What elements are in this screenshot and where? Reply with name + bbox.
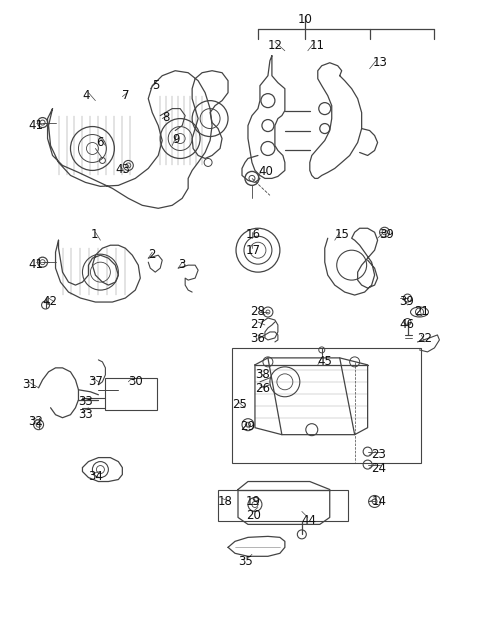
Text: 6: 6 <box>96 135 104 149</box>
Text: 24: 24 <box>372 462 386 474</box>
Text: 26: 26 <box>255 382 270 395</box>
Text: 18: 18 <box>218 495 233 509</box>
Text: 31: 31 <box>23 378 37 391</box>
Text: 45: 45 <box>318 355 333 368</box>
Text: 39: 39 <box>380 228 395 241</box>
Text: 4: 4 <box>83 89 90 102</box>
Text: 1: 1 <box>90 228 98 241</box>
Text: 35: 35 <box>239 556 253 568</box>
Text: 44: 44 <box>302 514 317 528</box>
Text: 33: 33 <box>78 395 93 408</box>
Text: 8: 8 <box>162 110 169 124</box>
Text: 16: 16 <box>246 228 261 241</box>
Text: 5: 5 <box>152 79 160 91</box>
Text: 21: 21 <box>415 305 430 318</box>
Bar <box>232 348 421 462</box>
Text: 17: 17 <box>246 244 261 257</box>
Text: 19: 19 <box>246 495 261 509</box>
Text: 10: 10 <box>298 13 312 26</box>
Text: 9: 9 <box>172 133 180 145</box>
Text: 2: 2 <box>148 248 156 261</box>
Text: 12: 12 <box>268 39 283 52</box>
Text: 3: 3 <box>178 258 186 271</box>
Text: 41: 41 <box>29 119 44 131</box>
Text: 15: 15 <box>335 228 349 241</box>
Text: 28: 28 <box>250 305 265 318</box>
Text: 30: 30 <box>128 375 143 388</box>
Text: 22: 22 <box>418 332 432 345</box>
Text: 39: 39 <box>399 295 414 308</box>
Text: 41: 41 <box>29 258 44 271</box>
Bar <box>106 378 157 410</box>
Text: 20: 20 <box>246 509 261 523</box>
Text: 37: 37 <box>88 375 103 388</box>
Text: 29: 29 <box>240 420 255 432</box>
Text: 25: 25 <box>232 398 247 411</box>
Text: 7: 7 <box>122 89 130 102</box>
Text: 32: 32 <box>29 415 44 428</box>
Text: 38: 38 <box>255 368 270 381</box>
Text: 46: 46 <box>399 318 415 331</box>
Text: 23: 23 <box>372 448 386 460</box>
Text: 14: 14 <box>372 495 386 509</box>
Text: 34: 34 <box>88 469 103 483</box>
Text: 33: 33 <box>78 408 93 421</box>
Text: 40: 40 <box>258 166 273 178</box>
Bar <box>218 490 348 521</box>
Text: 36: 36 <box>250 332 265 345</box>
Text: 42: 42 <box>43 295 58 308</box>
Text: 27: 27 <box>250 318 265 331</box>
Text: 13: 13 <box>372 56 387 69</box>
Text: 11: 11 <box>310 39 325 52</box>
Text: 43: 43 <box>115 163 130 177</box>
